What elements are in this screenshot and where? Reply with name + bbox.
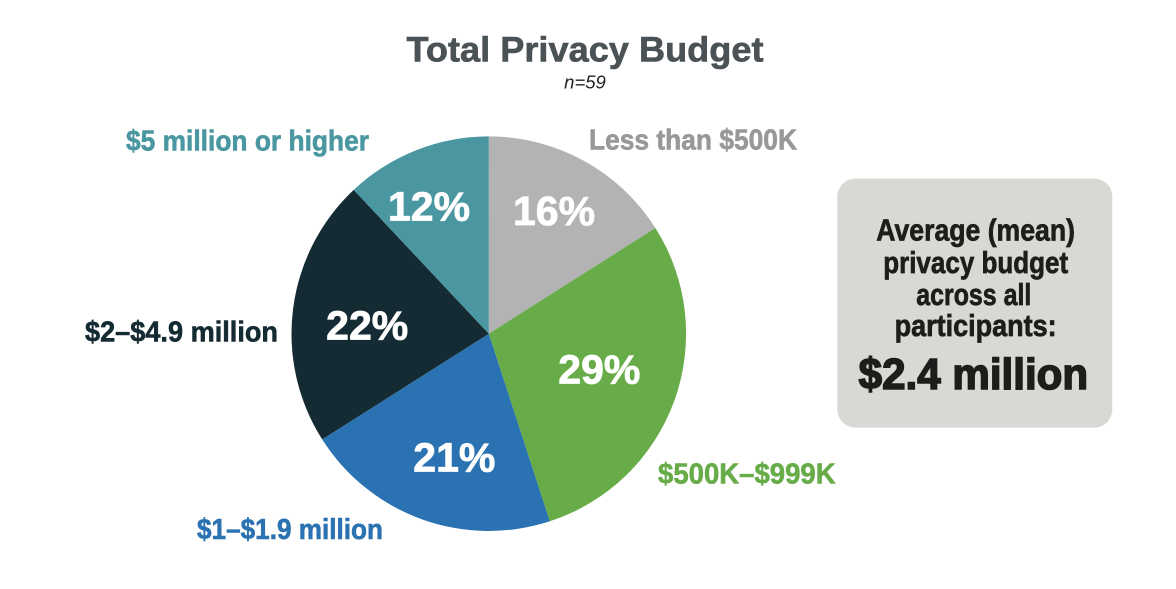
svg-text:$1–$1.9 million: $1–$1.9 million [197,514,383,546]
svg-text:Less than $500K: Less than $500K [589,125,797,157]
svg-text:Average (mean): Average (mean) [876,213,1075,247]
svg-text:$2.4 million: $2.4 million [859,350,1089,399]
svg-text:across all: across all [916,278,1031,312]
svg-text:$2–$4.9 million: $2–$4.9 million [85,317,278,349]
svg-text:16%: 16% [513,188,595,234]
svg-text:privacy budget: privacy budget [883,246,1068,280]
svg-text:12%: 12% [388,184,470,230]
svg-text:participants:: participants: [895,309,1057,343]
svg-text:22%: 22% [326,303,408,349]
svg-text:n=59: n=59 [564,71,606,92]
svg-text:$5 million or higher: $5 million or higher [126,126,369,158]
svg-text:29%: 29% [558,346,640,392]
svg-text:$500K–$999K: $500K–$999K [658,459,836,491]
svg-text:Total Privacy Budget: Total Privacy Budget [407,30,764,70]
svg-text:21%: 21% [413,434,495,480]
